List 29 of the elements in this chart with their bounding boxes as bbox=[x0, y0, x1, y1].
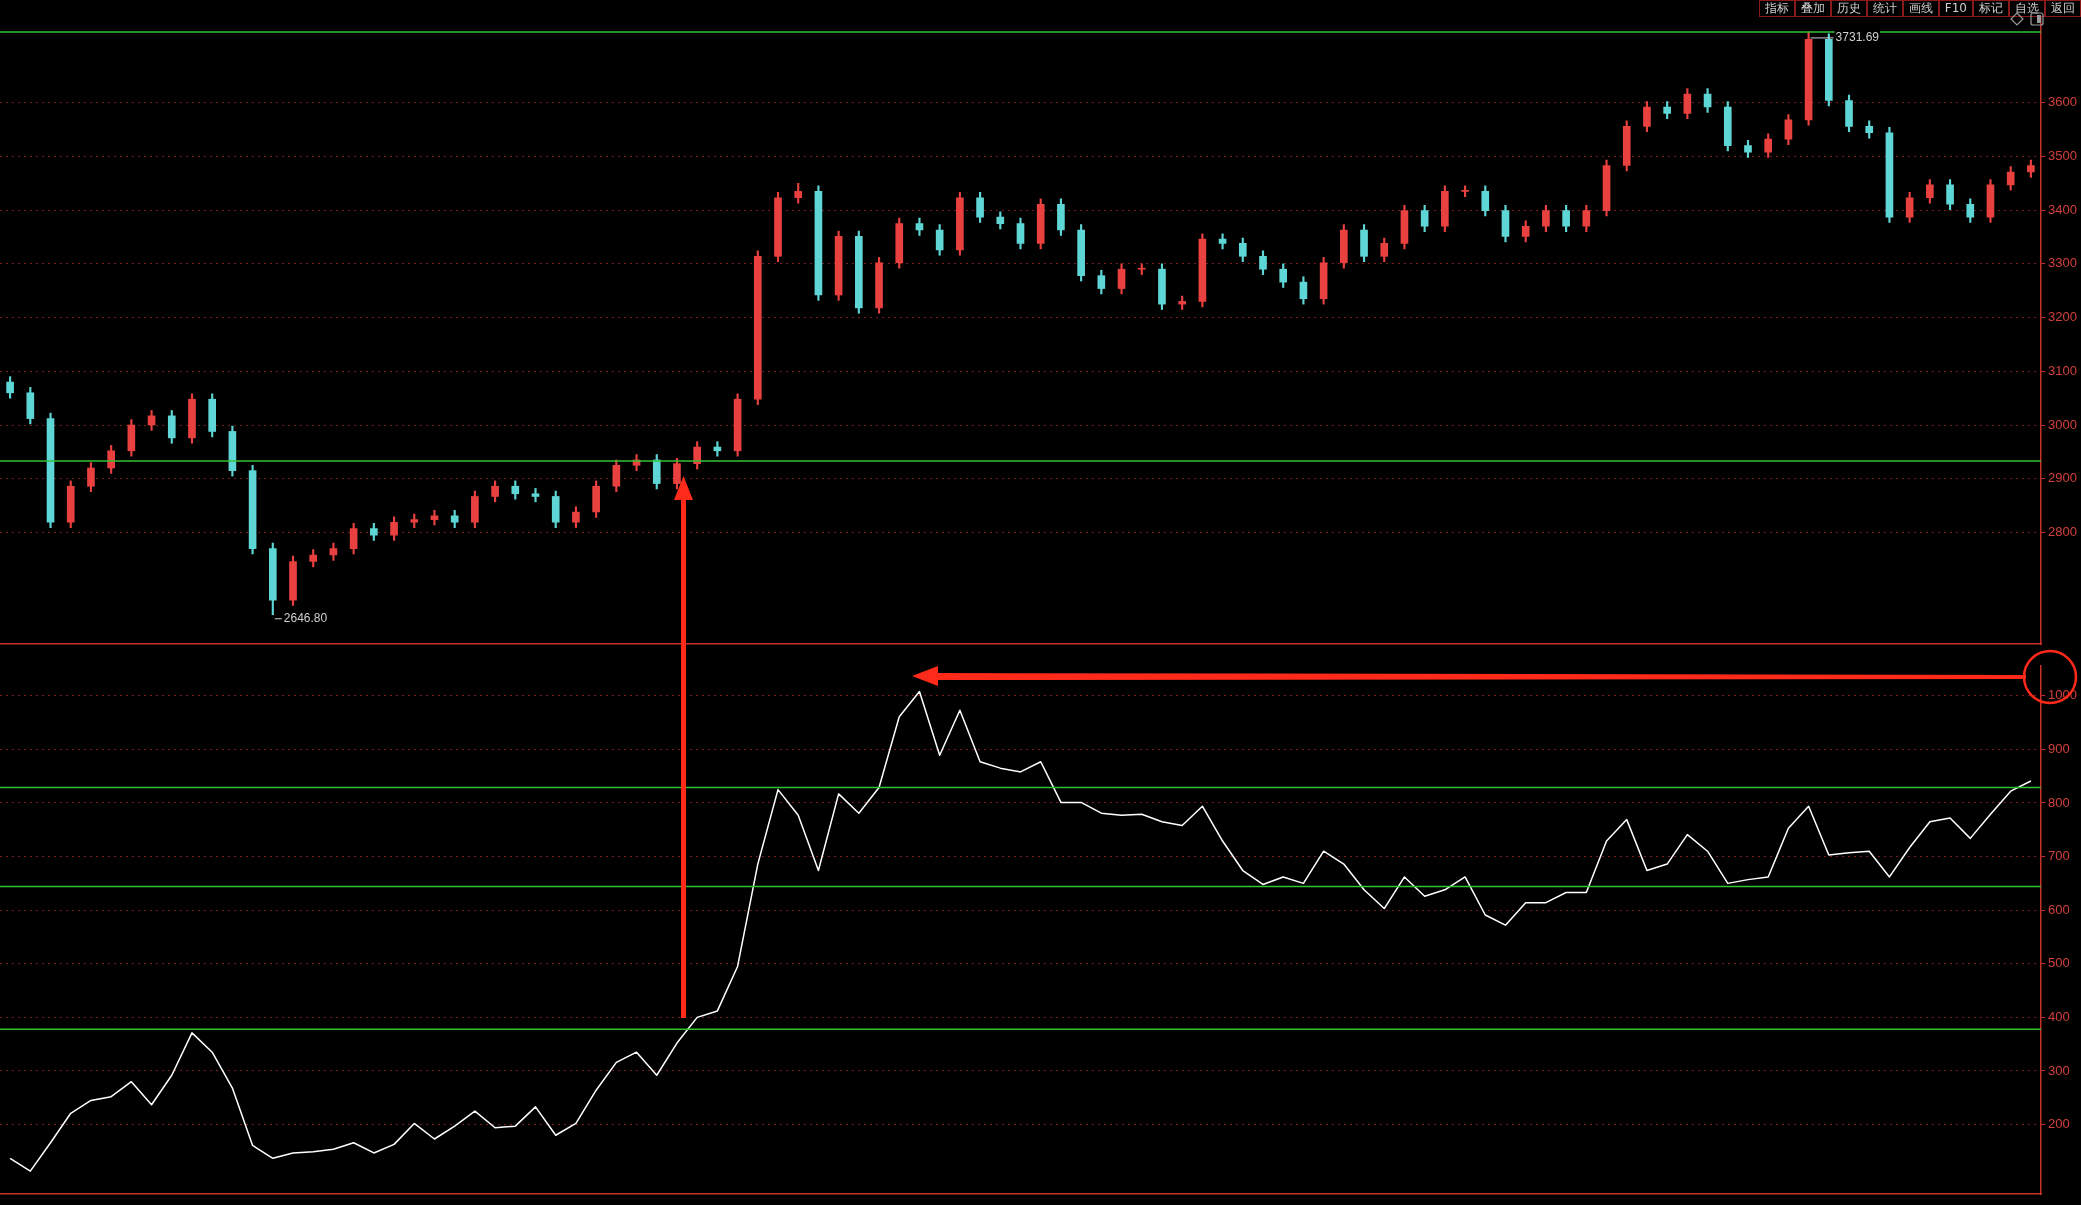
annotation: 标记 bbox=[1973, 0, 2009, 17]
annotation: 画线 bbox=[1902, 0, 1939, 17]
annotation: 3731.69 bbox=[1835, 30, 1880, 45]
y-tick-label: 500 bbox=[2048, 955, 2070, 971]
y-tick-label: 3400 bbox=[2048, 201, 2077, 217]
annotation: F10 bbox=[1938, 0, 1973, 17]
y-tick-label: 800 bbox=[2048, 794, 2070, 810]
text: 返回 bbox=[2045, 0, 2081, 17]
y-tick-label: 200 bbox=[2048, 1116, 2070, 1132]
y-tick-label: 600 bbox=[2048, 901, 2070, 917]
annotation: 统计 bbox=[1866, 0, 1903, 17]
annotation: 指标 bbox=[1758, 0, 1795, 17]
y-tick-label: 700 bbox=[2048, 848, 2070, 864]
annotation: 叠加 bbox=[1794, 0, 1831, 17]
annotation: 自选 bbox=[2009, 0, 2045, 17]
y-tick-label: 3500 bbox=[2048, 147, 2077, 163]
y-tick-label: 2900 bbox=[2048, 470, 2077, 486]
y-tick-label: 3300 bbox=[2048, 255, 2077, 271]
annotation: 历史 bbox=[1830, 0, 1867, 17]
y-tick-label: 300 bbox=[2048, 1062, 2070, 1078]
annotation: 2646.80 bbox=[283, 611, 328, 626]
y-tick-label: 400 bbox=[2048, 1008, 2070, 1024]
y-tick-label: 3600 bbox=[2048, 94, 2077, 110]
y-tick-label: 2800 bbox=[2048, 524, 2077, 540]
y-tick-label: 900 bbox=[2048, 740, 2070, 756]
y-tick-label: 3100 bbox=[2048, 362, 2077, 378]
y-tick-label: 3200 bbox=[2048, 309, 2077, 325]
candlestick bbox=[410, 513, 419, 528]
y-tick-label: 3000 bbox=[2048, 416, 2077, 432]
